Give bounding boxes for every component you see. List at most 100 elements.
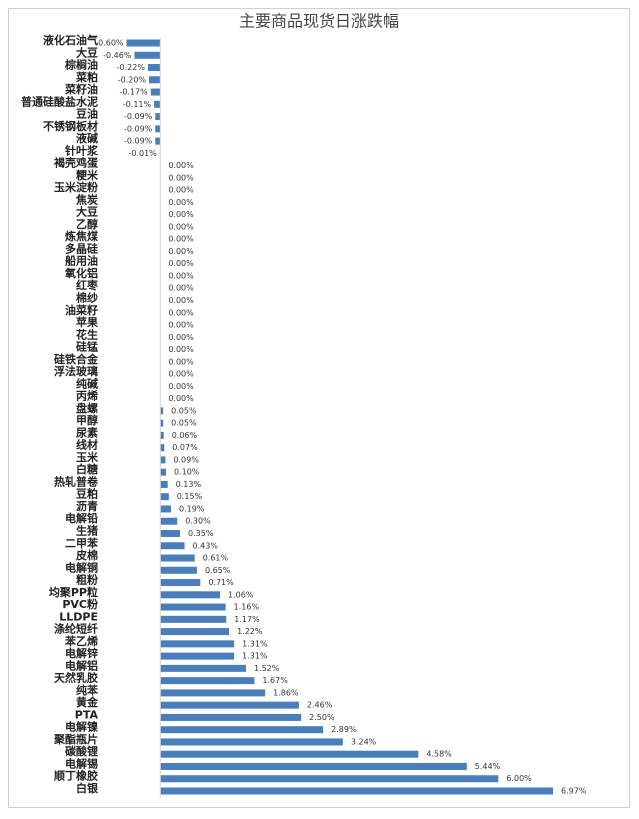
- y-tick-label: 棕榈油: [64, 58, 98, 72]
- bar: [160, 579, 201, 587]
- bar: [160, 517, 178, 525]
- data-label: 0.09%: [173, 455, 199, 464]
- bar: [160, 407, 164, 415]
- y-tick-label: 棉纱: [76, 291, 98, 305]
- bar: [147, 64, 161, 72]
- y-tick-label: 聚酯瓶片: [53, 732, 98, 746]
- y-tick-label: 苯乙烯: [64, 634, 98, 648]
- data-label: 0.00%: [168, 235, 194, 244]
- data-label: 0.15%: [177, 492, 203, 501]
- y-tick-label: 船用油: [65, 254, 98, 268]
- data-label: -0.17%: [119, 88, 148, 97]
- bar: [160, 787, 554, 795]
- data-label: 0.00%: [168, 357, 194, 366]
- bar: [160, 664, 246, 672]
- data-label: 0.00%: [168, 345, 194, 354]
- y-tick-label: 豆粕: [76, 487, 98, 501]
- data-label: 0.00%: [168, 296, 194, 305]
- bar: [160, 701, 299, 709]
- y-tick-label: 顺丁橡胶: [54, 769, 98, 783]
- y-tick-label: 生猪: [76, 523, 98, 537]
- y-tick-label: 电解锡: [65, 756, 98, 770]
- y-tick-label: 涤纶短纤: [54, 622, 98, 636]
- data-label: 1.06%: [228, 590, 254, 599]
- data-label: 0.00%: [168, 321, 194, 330]
- y-tick-label: 白糖: [76, 462, 98, 476]
- data-label: -0.09%: [124, 137, 153, 146]
- data-label: 3.24%: [351, 737, 377, 746]
- bar: [160, 775, 499, 783]
- data-label: 0.71%: [208, 578, 234, 587]
- data-label: 0.07%: [172, 443, 198, 452]
- bar: [149, 76, 161, 84]
- bar: [160, 431, 164, 439]
- bar: [160, 505, 172, 513]
- y-tick-label: 粗粉: [76, 573, 98, 587]
- bar: [160, 542, 185, 550]
- y-tick-label: 普通硅酸盐水泥: [21, 94, 98, 108]
- bar: [160, 468, 166, 476]
- data-label: 0.43%: [193, 541, 219, 550]
- y-tick-label: 焦炭: [75, 192, 98, 206]
- y-tick-label: 豆油: [76, 107, 98, 121]
- y-tick-label: 针叶浆: [65, 143, 99, 157]
- data-label: -0.11%: [123, 100, 152, 109]
- data-label: 0.05%: [171, 419, 197, 428]
- data-label: 6.97%: [561, 787, 587, 796]
- bar: [154, 100, 161, 108]
- data-label: 0.05%: [171, 406, 197, 415]
- y-tick-label: 线材: [76, 438, 98, 452]
- y-tick-label: 碳酸锂: [65, 744, 98, 758]
- data-label: -0.46%: [103, 51, 132, 60]
- bar: [160, 480, 168, 488]
- y-tick-label: 硅锰: [76, 340, 98, 354]
- bar: [160, 628, 230, 636]
- data-label: 0.00%: [168, 186, 194, 195]
- bar: [160, 750, 419, 758]
- data-label: 2.89%: [331, 725, 357, 734]
- bar: [160, 419, 164, 427]
- y-tick-label: 油菜籽: [65, 303, 98, 317]
- data-label: 0.00%: [168, 222, 194, 231]
- data-label: 1.31%: [242, 652, 268, 661]
- data-label: -0.09%: [124, 124, 153, 133]
- y-tick-label: 天然乳胶: [54, 671, 98, 685]
- y-tick-label: 白银: [76, 781, 99, 795]
- data-label: 0.00%: [168, 382, 194, 391]
- y-tick-label: 大豆: [76, 205, 98, 219]
- data-label: 4.58%: [426, 750, 452, 759]
- y-tick-label: LLDPE: [59, 610, 98, 623]
- data-label: 0.00%: [168, 370, 194, 379]
- y-tick-label: 炼焦煤: [65, 229, 99, 243]
- chart-title: 主要商品现货日涨跌幅: [239, 12, 399, 31]
- data-label: -0.60%: [95, 39, 124, 48]
- data-label: 0.00%: [168, 198, 194, 207]
- y-tick-label: 甲醇: [76, 413, 98, 427]
- data-label: 0.00%: [168, 333, 194, 342]
- y-tick-label: 纯碱: [76, 376, 98, 390]
- bar: [155, 137, 161, 145]
- data-label: 0.00%: [168, 394, 194, 403]
- y-tick-label: 热轧普卷: [54, 474, 99, 488]
- y-tick-label: 丙烯: [76, 389, 98, 403]
- y-tick-label: 菜籽油: [64, 82, 98, 96]
- y-tick-label: 均聚PP粒: [49, 585, 98, 599]
- data-label: 0.00%: [168, 259, 194, 268]
- bar: [160, 677, 255, 685]
- y-tick-label: 褐壳鸡蛋: [53, 156, 99, 170]
- y-tick-label: 黄金: [76, 695, 99, 709]
- y-tick-label: 红枣: [76, 278, 99, 292]
- bar: [155, 125, 161, 133]
- y-tick-label: 多晶硅: [65, 241, 98, 255]
- bar: [160, 640, 235, 648]
- bar: [155, 113, 161, 121]
- data-label: 0.00%: [168, 284, 194, 293]
- data-label: 0.19%: [179, 504, 205, 513]
- y-tick-label: 粳米: [75, 168, 99, 182]
- frame: [8, 8, 630, 808]
- data-label: 0.06%: [172, 431, 198, 440]
- y-tick-label: 盘螺: [76, 401, 98, 415]
- bar: [134, 51, 161, 59]
- y-tick-label: 玉米淀粉: [54, 180, 98, 194]
- bar: [126, 39, 161, 47]
